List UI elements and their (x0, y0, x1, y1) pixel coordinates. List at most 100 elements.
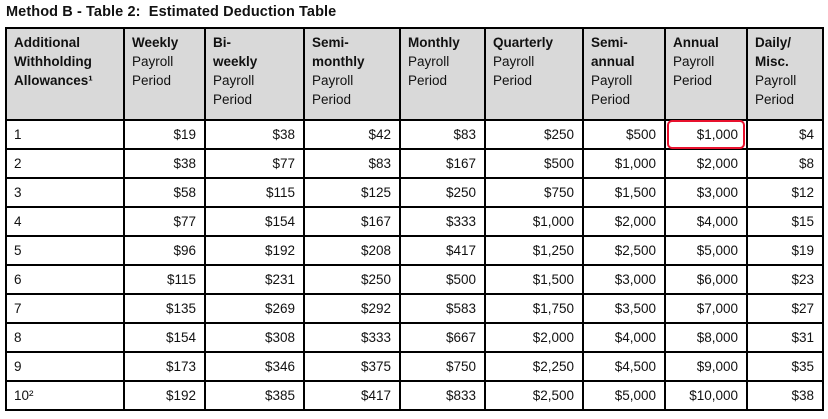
amount-cell: $192 (123, 380, 206, 411)
amount-cell: $1,500 (484, 264, 584, 295)
amount-cell: $2,250 (484, 351, 584, 382)
amount-cell: $375 (303, 351, 401, 382)
amount-cell: $192 (204, 235, 305, 266)
amount-cell: $9,000 (664, 351, 748, 382)
amount-cell: $2,500 (582, 235, 666, 266)
header-label-bold: Quarterly (493, 35, 554, 50)
amount-cell: $83 (303, 148, 401, 179)
amount-cell: $167 (303, 206, 401, 237)
highlight-box (667, 120, 745, 149)
amount-cell: $583 (399, 293, 486, 324)
amount-cell: $115 (204, 177, 305, 208)
table-row: 7 $135 $269 $292 $583 $1,750 $3,500 $7,000 $27 (5, 293, 824, 324)
page-title: Method B - Table 2: Estimated Deduction … (6, 4, 337, 20)
amount-cell: $3,000 (582, 264, 666, 295)
amount-cell: $4 (746, 119, 824, 150)
amount-cell: $667 (399, 322, 486, 353)
amount-cell: $154 (123, 322, 206, 353)
amount-cell: $19 (123, 119, 206, 150)
column-header-semimonthly: Semi- monthly Payroll Period (303, 27, 401, 121)
column-header-additional-withholding-allowances: Additional Withholding Allowances¹ (5, 27, 125, 121)
amount-cell: $27 (746, 293, 824, 324)
allowance-count-cell: 6 (5, 264, 125, 295)
amount-cell: $31 (746, 322, 824, 353)
header-label-bold: Bi- weekly (213, 35, 258, 69)
allowance-count-cell: 3 (5, 177, 125, 208)
amount-cell: $42 (303, 119, 401, 150)
amount-cell: $333 (303, 322, 401, 353)
amount-cell: $83 (399, 119, 486, 150)
amount-cell: $250 (303, 264, 401, 295)
amount-cell: $2,000 (484, 322, 584, 353)
table-row: 6 $115 $231 $250 $500 $1,500 $3,000 $6,000 $23 (5, 264, 824, 295)
amount-cell: $135 (123, 293, 206, 324)
amount-cell: $308 (204, 322, 305, 353)
amount-cell: $417 (399, 235, 486, 266)
amount-cell: $23 (746, 264, 824, 295)
table-row: 1 $19 $38 $42 $83 $250 $500 $1,000 $4 (5, 119, 824, 150)
table-row: 2 $38 $77 $83 $167 $500 $1,000 $2,000 $8 (5, 148, 824, 179)
allowance-count-cell: 8 (5, 322, 125, 353)
amount-cell: $12 (746, 177, 824, 208)
table-row: 5 $96 $192 $208 $417 $1,250 $2,500 $5,000 $19 (5, 235, 824, 266)
allowance-count-cell: 1 (5, 119, 125, 150)
amount-cell: $7,000 (664, 293, 748, 324)
amount-cell: $154 (204, 206, 305, 237)
amount-cell: $1,000 (664, 119, 748, 150)
amount-cell: $1,000 (582, 148, 666, 179)
header-label-bold: Monthly (408, 35, 460, 50)
allowance-count-cell: 5 (5, 235, 125, 266)
header-label-normal: Payroll Period (312, 73, 354, 107)
header-label-normal: Payroll Period (493, 54, 535, 88)
table-row: 8 $154 $308 $333 $667 $2,000 $4,000 $8,000 $31 (5, 322, 824, 353)
amount-cell: $417 (303, 380, 401, 411)
table-row: 3 $58 $115 $125 $250 $750 $1,500 $3,000 $12 (5, 177, 824, 208)
estimated-deduction-table: Additional Withholding Allowances¹ Weekly… (5, 27, 824, 411)
allowance-count-cell: 7 (5, 293, 125, 324)
amount-cell: $1,500 (582, 177, 666, 208)
amount-cell: $125 (303, 177, 401, 208)
amount-cell: $333 (399, 206, 486, 237)
column-header-semiannual: Semi- annual Payroll Period (582, 27, 666, 121)
amount-cell: $500 (399, 264, 486, 295)
column-header-dailymisc: Daily/ Misc. Payroll Period (746, 27, 824, 121)
column-header-annual: Annual Payroll Period (664, 27, 748, 121)
header-label-bold: Annual (673, 35, 719, 50)
amount-cell: $3,500 (582, 293, 666, 324)
amount-cell: $292 (303, 293, 401, 324)
amount-cell: $346 (204, 351, 305, 382)
header-label-normal: Payroll Period (755, 73, 797, 107)
header-label-bold: Weekly (132, 35, 179, 50)
amount-cell: $2,000 (664, 148, 748, 179)
amount-cell: $1,250 (484, 235, 584, 266)
amount-cell: $35 (746, 351, 824, 382)
amount-cell: $750 (399, 351, 486, 382)
amount-cell: $833 (399, 380, 486, 411)
amount-cell: $2,500 (484, 380, 584, 411)
amount-cell: $6,000 (664, 264, 748, 295)
amount-cell: $208 (303, 235, 401, 266)
column-header-weekly: Weekly Payroll Period (123, 27, 206, 121)
header-label-normal: Payroll Period (673, 54, 715, 88)
amount-cell: $173 (123, 351, 206, 382)
amount-cell: $8,000 (664, 322, 748, 353)
amount-cell: $38 (123, 148, 206, 179)
amount-cell: $77 (123, 206, 206, 237)
amount-cell: $250 (399, 177, 486, 208)
header-label-bold: Semi- annual (591, 35, 635, 69)
amount-cell: $4,000 (664, 206, 748, 237)
amount-cell: $77 (204, 148, 305, 179)
amount-cell: $8 (746, 148, 824, 179)
amount-cell: $38 (204, 119, 305, 150)
amount-cell: $750 (484, 177, 584, 208)
header-label-bold: Semi- monthly (312, 35, 365, 69)
amount-cell: $250 (484, 119, 584, 150)
allowance-count-cell: 10² (5, 380, 125, 411)
amount-cell: $269 (204, 293, 305, 324)
amount-cell: $15 (746, 206, 824, 237)
amount-cell: $5,000 (664, 235, 748, 266)
header-label-normal: Payroll Period (213, 73, 255, 107)
allowance-count-cell: 2 (5, 148, 125, 179)
column-header-biweekly: Bi- weekly Payroll Period (204, 27, 305, 121)
header-label-bold: Additional Withholding Allowances¹ (14, 35, 93, 88)
